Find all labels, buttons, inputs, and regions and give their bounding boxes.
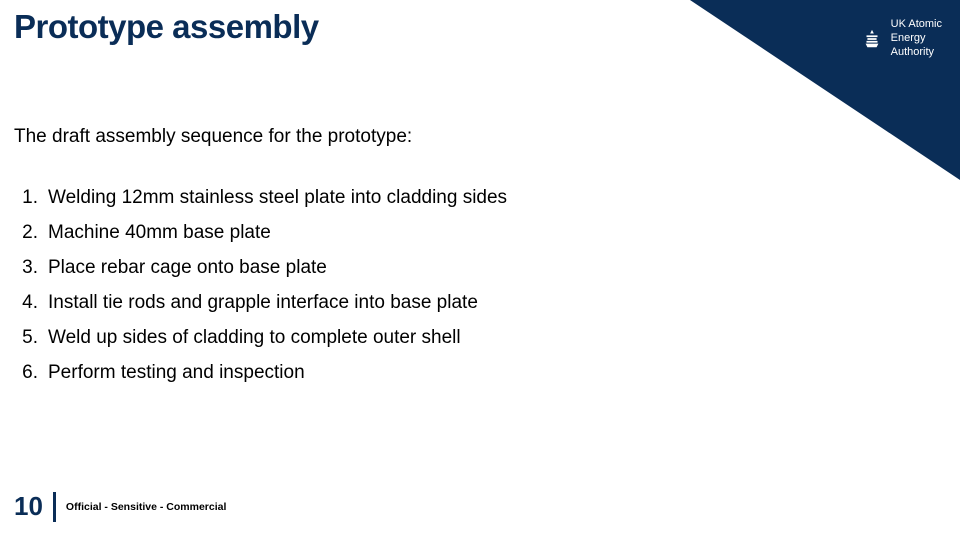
logo-line-3: Authority	[891, 46, 942, 60]
slide: Prototype assembly UK Atomic Energy Auth…	[0, 0, 960, 540]
logo-line-2: Energy	[891, 32, 942, 46]
list-num: 4.	[14, 293, 38, 312]
crest-icon	[861, 28, 883, 50]
list-item: 2. Machine 40mm base plate	[14, 223, 920, 242]
list-item: 4. Install tie rods and grapple interface…	[14, 293, 920, 312]
list-text: Place rebar cage onto base plate	[48, 258, 327, 277]
page-title: Prototype assembly	[14, 8, 319, 46]
list-text: Welding 12mm stainless steel plate into …	[48, 188, 507, 207]
list-num: 3.	[14, 258, 38, 277]
corner-badge: UK Atomic Energy Authority	[690, 0, 960, 180]
list-item: 5. Weld up sides of cladding to complete …	[14, 328, 920, 347]
classification-label: Official - Sensitive - Commercial	[66, 501, 226, 513]
page-number: 10	[14, 491, 43, 522]
list-num: 6.	[14, 363, 38, 382]
footer: 10 Official - Sensitive - Commercial	[14, 491, 226, 522]
org-logo: UK Atomic Energy Authority	[861, 18, 942, 59]
list-item: 6. Perform testing and inspection	[14, 363, 920, 382]
ordered-list: 1. Welding 12mm stainless steel plate int…	[14, 188, 920, 398]
list-text: Perform testing and inspection	[48, 363, 305, 382]
list-item: 1. Welding 12mm stainless steel plate int…	[14, 188, 920, 207]
list-num: 1.	[14, 188, 38, 207]
footer-divider	[53, 492, 56, 522]
subtitle: The draft assembly sequence for the prot…	[14, 126, 412, 148]
list-text: Weld up sides of cladding to complete ou…	[48, 328, 461, 347]
list-num: 2.	[14, 223, 38, 242]
list-num: 5.	[14, 328, 38, 347]
logo-line-1: UK Atomic	[891, 18, 942, 32]
list-item: 3. Place rebar cage onto base plate	[14, 258, 920, 277]
list-text: Machine 40mm base plate	[48, 223, 271, 242]
list-text: Install tie rods and grapple interface i…	[48, 293, 478, 312]
